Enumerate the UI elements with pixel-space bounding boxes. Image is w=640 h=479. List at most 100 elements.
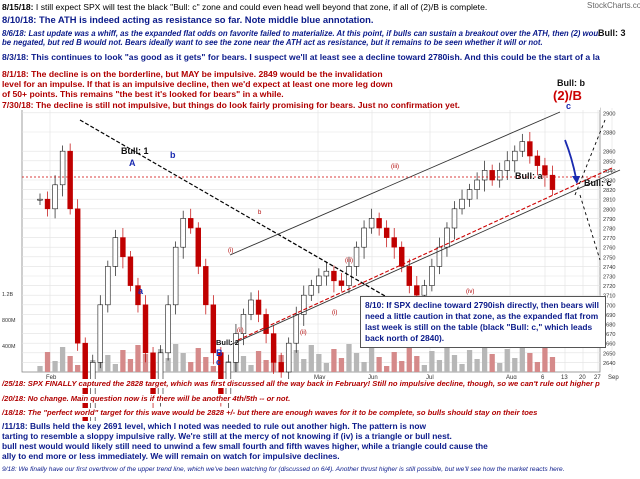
label-c-top: c	[566, 101, 572, 111]
dashed-projection-down	[579, 194, 601, 261]
header-line: 7/30/18: The decline is still not impuls…	[0, 100, 600, 111]
volume-bar	[37, 366, 43, 372]
x-tick-label: Jun	[368, 375, 378, 381]
volume-bar	[142, 354, 149, 372]
volume-bar	[195, 348, 201, 372]
volume-bar	[248, 365, 254, 372]
volume-bar	[376, 357, 382, 372]
candle-body	[316, 275, 322, 286]
volume-bar	[180, 353, 186, 372]
note-date: 8/1/18:	[2, 69, 29, 79]
y-tick-label: 2710	[603, 294, 615, 300]
volume-tick-label: 800M	[2, 318, 16, 324]
candle-body	[270, 333, 277, 363]
volume-bar	[353, 353, 360, 372]
footer-line: /20/18: No change. Main question now is …	[0, 394, 600, 404]
upper-channel-line	[229, 111, 561, 256]
volume-bar	[421, 365, 427, 372]
volume-bar	[301, 359, 307, 372]
y-tick-label: 2880	[603, 131, 615, 137]
volume-bar	[497, 363, 503, 372]
volume-bar	[120, 350, 126, 372]
volume-bar	[75, 365, 81, 372]
volume-bar	[263, 360, 269, 372]
x-tick-label: 20	[579, 375, 586, 381]
x-tick-label: Jul	[426, 375, 434, 381]
volume-bar	[44, 352, 51, 372]
candle-body	[44, 198, 51, 210]
note-date: /18/18:	[2, 408, 26, 417]
candle-body	[127, 256, 134, 286]
candle-body	[466, 189, 473, 200]
y-tick-label: 2800	[603, 207, 615, 213]
wave-iii: (iii)	[391, 164, 399, 170]
volume-bar	[323, 363, 330, 372]
candle-body	[112, 237, 119, 267]
label-a-left: A	[129, 158, 136, 168]
header-line: 8/10/18: The ATH is indeed acting as res…	[0, 14, 600, 26]
candle-body	[180, 218, 186, 248]
y-tick-label: 2790	[603, 217, 615, 223]
volume-bar	[451, 355, 458, 372]
footer-line: tarting to resemble a sloppy impulsive r…	[0, 431, 600, 442]
trend-lines	[22, 111, 621, 346]
candle-body	[74, 208, 81, 344]
y-tick-label: 2860	[603, 150, 615, 156]
wave-ii-2: (ii)	[300, 330, 307, 336]
note-text: 9/18: We finally have our first overthro…	[2, 466, 565, 473]
y-tick-label: 2830	[603, 179, 615, 185]
volume-bar	[489, 354, 495, 372]
note-date: 7/30/18:	[2, 100, 34, 110]
x-tick-label: Sep	[608, 375, 619, 381]
candle-body	[459, 198, 465, 210]
volume-bar	[255, 351, 262, 372]
red-trend-line	[237, 167, 613, 341]
candle-body	[331, 270, 337, 282]
volume-bar	[105, 355, 111, 372]
candle-body	[489, 170, 495, 181]
black-downtrend-line	[79, 119, 386, 297]
footer-line: /11/18: Bulls held the key 2691 level, w…	[0, 421, 600, 432]
candle-body	[97, 304, 104, 363]
header-line: level for an impulse. If that is an impu…	[0, 79, 600, 90]
note-text: The ATH is indeed acting as resistance s…	[36, 14, 374, 25]
y-tick-label: 2820	[603, 188, 615, 194]
volume-bar	[210, 366, 216, 372]
candle-body	[255, 299, 262, 315]
note-text: SPX FINALLY captured the 2828 target, wh…	[25, 379, 600, 388]
candle-body	[59, 150, 66, 186]
note-text: ally to end more or less immediately. We…	[2, 451, 340, 461]
volume-bar	[482, 345, 488, 372]
candle-body	[37, 198, 43, 201]
candle-body	[436, 246, 443, 267]
candle-body	[293, 314, 299, 344]
note-text: The decline is still not impulsive, but …	[33, 100, 460, 110]
candle-body	[429, 266, 435, 286]
candle-body	[504, 160, 510, 171]
volume-bar	[361, 362, 367, 372]
note-text: This continues to look "as good as it ge…	[28, 52, 600, 62]
candle-body	[285, 342, 292, 373]
volume-bar	[519, 344, 525, 372]
candle-body	[421, 285, 428, 296]
candle-body	[391, 237, 397, 248]
volume-bar	[293, 350, 299, 372]
callout-note: 8/10: If SPX decline toward 2790ish dire…	[360, 296, 606, 349]
note-text: Last update was a whiff, as the expanded…	[26, 29, 600, 38]
y-tick-label: 2680	[603, 323, 615, 329]
candle-body	[451, 208, 458, 229]
y-tick-label: 2730	[603, 275, 615, 281]
volume-bar	[429, 351, 435, 372]
footer-line: /25/18: SPX FINALLY captured the 2828 ta…	[0, 379, 600, 389]
footer-line: ally to end more or less immediately. We…	[0, 451, 600, 462]
volume-bar	[436, 360, 443, 372]
note-text: of 50+ points. This remains "the best it…	[2, 89, 284, 99]
note-date: /25/18:	[2, 379, 26, 388]
wave-iii-2: (iii)	[345, 258, 353, 264]
label-b-left: b	[170, 150, 176, 160]
x-tick-label: 13	[561, 375, 568, 381]
volume-tick-label: 400M	[2, 344, 16, 350]
volume-tick-label: 1.2B	[2, 292, 13, 298]
candle-body	[383, 227, 390, 238]
y-tick-label: 2780	[603, 227, 615, 233]
